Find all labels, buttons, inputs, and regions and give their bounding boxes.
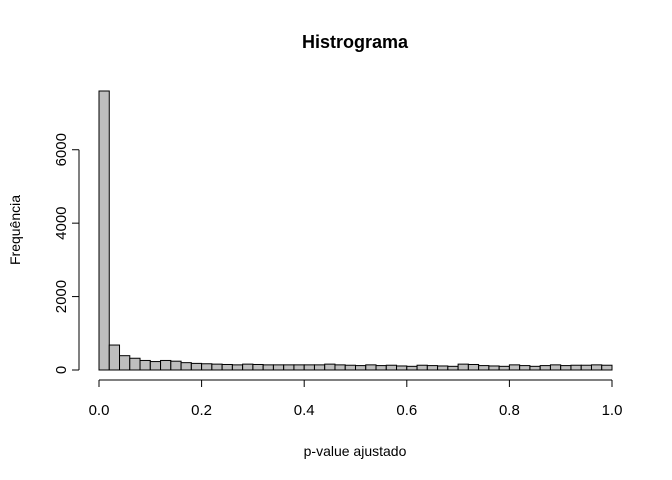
histogram-bar	[303, 364, 315, 371]
histogram-bar	[139, 359, 151, 371]
histogram-bar	[344, 364, 356, 371]
histogram-bar	[180, 362, 192, 371]
histogram-bar	[560, 365, 572, 371]
histogram-bar	[457, 363, 469, 371]
histogram-bar	[396, 365, 408, 371]
histogram-bar	[580, 364, 592, 371]
histogram-bar	[262, 364, 274, 371]
histogram-bar	[549, 364, 562, 371]
histogram-bar	[529, 365, 541, 371]
histogram-bar	[211, 363, 223, 371]
y-tick-label: 6000	[53, 133, 70, 166]
x-tick-label: 0.2	[191, 402, 212, 419]
histogram-bar	[539, 365, 551, 371]
histogram-bar	[170, 360, 182, 371]
x-tick-label: 0.8	[499, 402, 520, 419]
histogram-bar	[426, 365, 439, 371]
histogram-bar	[293, 364, 305, 371]
histogram-bar	[478, 365, 490, 371]
y-tick-label: 2000	[53, 280, 70, 313]
histogram-bar	[498, 365, 510, 371]
x-tick-label: 0.6	[396, 402, 417, 419]
histogram-bar	[129, 357, 141, 371]
histogram-bar	[365, 364, 377, 371]
histogram-bar	[570, 364, 582, 371]
histogram-bar	[590, 364, 603, 371]
histogram-bar	[242, 363, 254, 371]
histogram-bar	[324, 363, 336, 371]
histogram-bar	[119, 355, 131, 371]
histogram-bar	[601, 364, 613, 371]
x-axis: 0.0 0.2 0.4 0.6 0.8 1.0	[89, 379, 623, 419]
histogram-bar	[385, 364, 398, 371]
histogram-bar	[98, 90, 110, 371]
histogram-bar	[406, 365, 418, 371]
y-axis: 0 2000 4000 6000	[53, 133, 80, 374]
x-axis-label: p-value ajustado	[304, 443, 407, 459]
histogram-bar	[221, 363, 233, 371]
histogram-bar	[375, 365, 387, 371]
y-axis-label: Frequência	[7, 195, 23, 265]
histogram-bar	[160, 359, 172, 371]
x-tick-label: 1.0	[602, 402, 623, 419]
histogram-bar	[313, 364, 326, 371]
histogram-bar	[149, 361, 162, 371]
y-tick-label: 4000	[53, 206, 70, 239]
histogram-bar	[416, 364, 428, 371]
histogram-bar	[252, 363, 264, 371]
histogram-bar	[334, 364, 346, 371]
y-tick-label: 0	[53, 366, 70, 374]
histogram-bar	[231, 364, 244, 371]
histogram-bar	[447, 365, 459, 371]
bars-group	[98, 90, 613, 371]
histogram-bar	[108, 344, 121, 371]
histogram-bar	[355, 365, 367, 371]
histogram-bar	[508, 364, 521, 371]
x-tick-label: 0.0	[89, 402, 110, 419]
histogram-bar	[467, 363, 480, 371]
x-tick-label: 0.4	[294, 402, 315, 419]
chart-title: Histrograma	[302, 32, 409, 52]
histogram-bar	[437, 365, 449, 371]
histogram-bar	[190, 362, 203, 371]
histogram-bar	[272, 364, 285, 371]
histogram-bar	[201, 363, 213, 371]
histogram-bar	[488, 365, 500, 371]
histogram-bar	[519, 365, 531, 371]
histogram-bar	[283, 364, 295, 371]
